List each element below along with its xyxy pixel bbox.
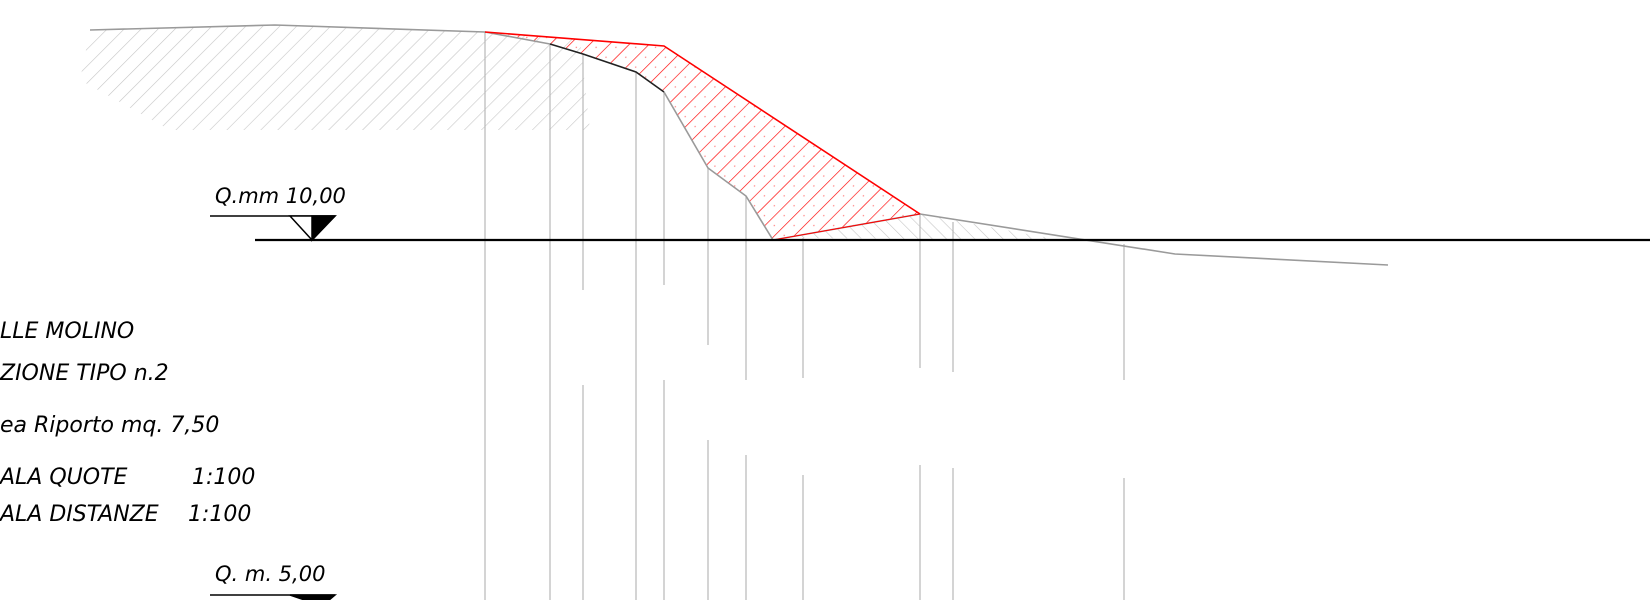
level-marker-lower: Q. m. 5,00	[210, 562, 338, 600]
terrain-profile-dark	[549, 43, 665, 93]
info-line-4-value: 1:100	[192, 465, 255, 490]
info-line-1: LLE MOLINO	[0, 319, 134, 344]
station-lines	[484, 32, 1125, 600]
info-line-5-value: 1:100	[188, 502, 251, 527]
info-line-4-label: ALA QUOTE	[0, 465, 128, 490]
terrain-hatch-toe	[790, 214, 1060, 240]
terrain-hatch-left	[80, 25, 590, 130]
level-label-lower: Q. m. 5,00	[215, 562, 325, 586]
level-label-upper: Q.mm 10,00	[215, 184, 346, 208]
info-line-3: ea Riporto mq. 7,50	[0, 413, 219, 438]
info-line-2: ZIONE TIPO n.2	[0, 361, 169, 386]
fill-area-hatch	[485, 32, 920, 240]
fill-outline	[484, 31, 921, 241]
level-marker-upper: Q.mm 10,00	[210, 184, 346, 242]
info-block: LLE MOLINO ZIONE TIPO n.2 ea Riporto mq.…	[0, 319, 255, 527]
info-line-5-label: ALA DISTANZE	[0, 502, 159, 527]
